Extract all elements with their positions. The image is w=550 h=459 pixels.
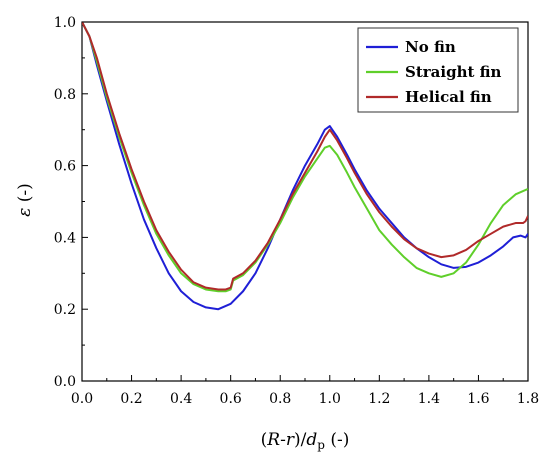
series-line-helical-fin xyxy=(82,21,528,291)
y-tick-label: 0.0 xyxy=(54,374,76,390)
y-tick-label: 0.6 xyxy=(54,159,76,175)
y-axis-title-unit: (-) xyxy=(15,183,35,207)
legend-entry-helical-fin: Helical fin xyxy=(366,88,492,106)
x-axis-title-r: r xyxy=(286,430,295,450)
x-tick-label: 1.6 xyxy=(467,391,489,407)
legend-label-helical-fin: Helical fin xyxy=(405,88,492,106)
legend-label-no-fin: No fin xyxy=(405,38,456,56)
y-axis-title-symbol: ε xyxy=(15,208,35,217)
x-tick-label: 0.2 xyxy=(120,391,142,407)
legend: No fin Straight fin Helical fin xyxy=(357,27,519,113)
legend-entry-no-fin: No fin xyxy=(366,38,456,56)
x-axis-title-open: ( xyxy=(261,430,268,450)
x-tick-label: 0.6 xyxy=(220,391,242,407)
x-axis-ticks: 0.0 0.2 0.4 0.6 0.8 1.0 1.2 1.4 1.6 1.8 xyxy=(71,375,539,407)
legend-label-straight-fin: Straight fin xyxy=(405,63,502,81)
y-axis-title: ε (-) xyxy=(15,183,35,217)
x-tick-label: 1.8 xyxy=(517,391,539,407)
y-tick-label: 0.4 xyxy=(54,230,76,246)
series-lines xyxy=(82,21,528,311)
x-axis-title-mid: )/ xyxy=(294,430,307,450)
x-axis-title-dash: - xyxy=(280,430,286,450)
x-tick-label: 0.0 xyxy=(71,391,93,407)
x-axis-title-unit: (-) xyxy=(325,430,349,450)
x-tick-label: 1.4 xyxy=(418,391,440,407)
x-tick-label: 1.0 xyxy=(319,391,341,407)
y-tick-label: 0.8 xyxy=(54,87,76,103)
series-line-no-fin xyxy=(82,21,528,311)
x-axis-title-R: R xyxy=(266,430,280,450)
y-tick-label: 0.2 xyxy=(54,302,76,318)
y-axis-ticks: 0.0 0.2 0.4 0.6 0.8 1.0 xyxy=(54,15,88,390)
series-line-straight-fin xyxy=(82,21,528,293)
x-tick-label: 1.2 xyxy=(368,391,390,407)
x-axis-title-subscript: p xyxy=(317,438,325,452)
legend-entry-straight-fin: Straight fin xyxy=(366,63,502,81)
x-axis-title-d: d xyxy=(306,430,317,450)
y-tick-label: 1.0 xyxy=(54,15,76,31)
x-axis-title: (R-r)/dp (-) xyxy=(261,430,350,452)
x-tick-label: 0.8 xyxy=(269,391,291,407)
x-tick-label: 0.4 xyxy=(170,391,192,407)
